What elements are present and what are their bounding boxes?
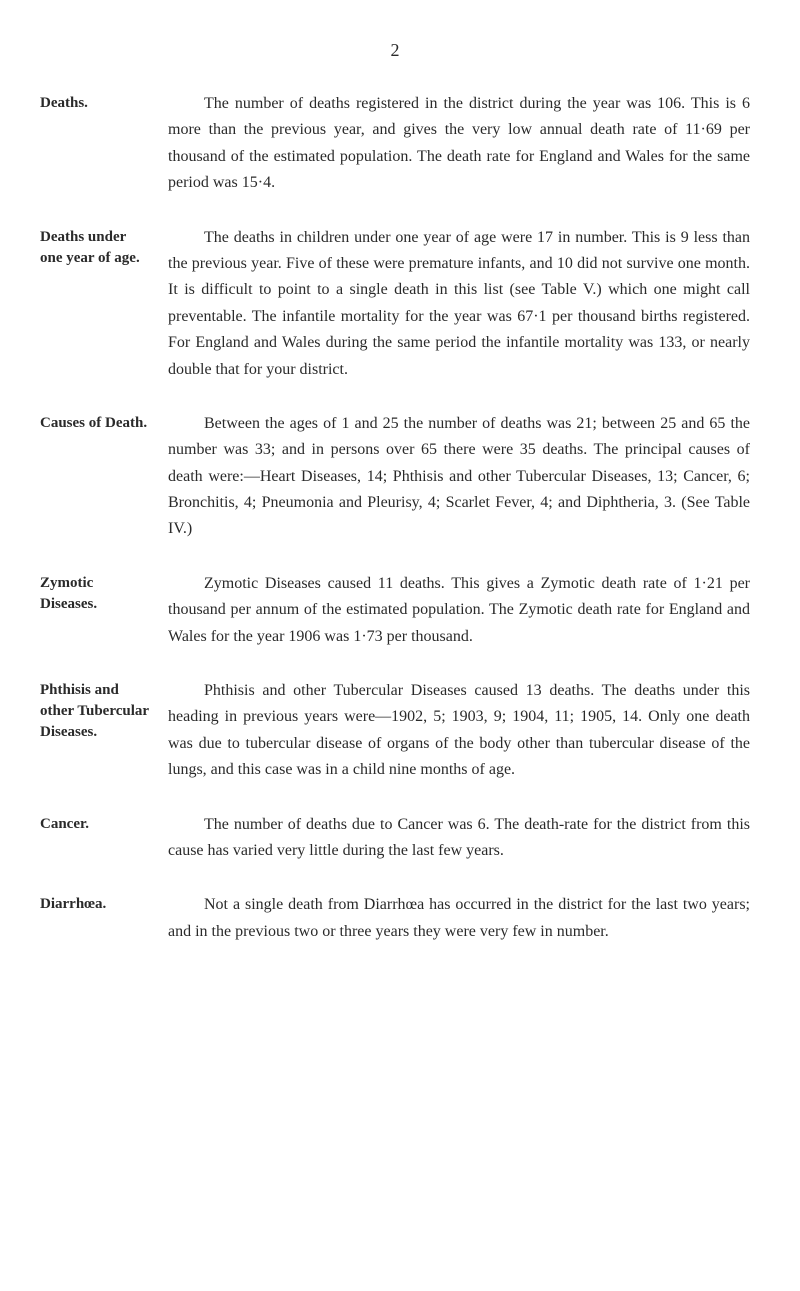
margin-label-deaths-under-one: Deaths under one year of age.	[40, 225, 150, 383]
body-text-cancer: The number of deaths due to Cancer was 6…	[168, 812, 750, 865]
page-number: 2	[40, 40, 750, 61]
content-container: Deaths. The number of deaths registered …	[40, 91, 750, 945]
section-cancer: Cancer. The number of deaths due to Canc…	[40, 812, 750, 865]
section-deaths-under-one: Deaths under one year of age. The deaths…	[40, 225, 750, 383]
body-text-diarrhoea: Not a single death from Diarrhœa has occ…	[168, 892, 750, 945]
margin-label-deaths: Deaths.	[40, 91, 150, 197]
body-text-phthisis: Phthisis and other Tubercular Diseases c…	[168, 678, 750, 784]
body-text-deaths-under-one: The deaths in children under one year of…	[168, 225, 750, 383]
body-text-causes: Between the ages of 1 and 25 the number …	[168, 411, 750, 543]
margin-label-phthisis: Phthisis and other Tubercular Diseases.	[40, 678, 150, 784]
body-text-deaths: The number of deaths registered in the d…	[168, 91, 750, 197]
margin-label-diarrhoea: Diarrhœa.	[40, 892, 150, 945]
section-zymotic: Zymotic Diseases. Zymotic Diseases cause…	[40, 571, 750, 650]
section-deaths: Deaths. The number of deaths registered …	[40, 91, 750, 197]
margin-label-cancer: Cancer.	[40, 812, 150, 865]
section-diarrhoea: Diarrhœa. Not a single death from Diarrh…	[40, 892, 750, 945]
margin-label-zymotic: Zymotic Diseases.	[40, 571, 150, 650]
body-text-zymotic: Zymotic Diseases caused 11 deaths. This …	[168, 571, 750, 650]
margin-label-causes: Causes of Death.	[40, 411, 150, 543]
section-causes-of-death: Causes of Death. Between the ages of 1 a…	[40, 411, 750, 543]
section-phthisis: Phthisis and other Tubercular Diseases. …	[40, 678, 750, 784]
